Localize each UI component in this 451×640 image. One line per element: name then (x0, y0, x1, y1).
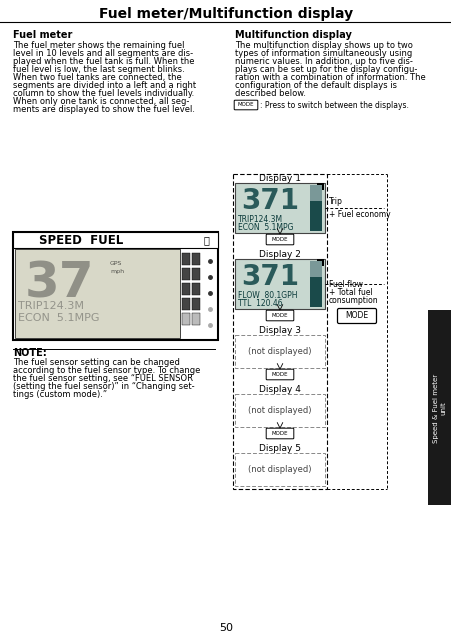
Text: 37: 37 (25, 259, 95, 307)
Bar (309, 277, 321, 307)
Text: configuration of the default displays is: configuration of the default displays is (235, 81, 396, 90)
Text: MODE: MODE (271, 313, 288, 318)
Text: ECON  5.1MPG: ECON 5.1MPG (18, 313, 99, 323)
Bar (235, 394, 324, 427)
Text: (not displayed): (not displayed) (248, 406, 311, 415)
Text: column to show the fuel levels individually.: column to show the fuel levels individua… (13, 89, 194, 98)
Text: described below.: described below. (235, 89, 305, 98)
Bar (309, 201, 321, 231)
Text: ⛽: ⛽ (202, 235, 208, 245)
Text: mph: mph (110, 269, 124, 274)
Text: The fuel sensor setting can be changed: The fuel sensor setting can be changed (13, 358, 179, 367)
Bar (309, 185, 321, 231)
Bar (192, 268, 199, 280)
Bar (316, 183, 323, 190)
Bar (235, 335, 324, 368)
Text: 50: 50 (219, 623, 232, 633)
Bar (182, 313, 189, 325)
Text: Display 5: Display 5 (258, 444, 300, 453)
Text: + Total fuel: + Total fuel (328, 288, 372, 297)
Text: Display 1: Display 1 (258, 174, 300, 183)
Text: Display 2: Display 2 (258, 250, 300, 259)
FancyBboxPatch shape (234, 100, 257, 110)
Bar (235, 259, 324, 309)
Text: (setting the fuel sensor)” in “Changing set-: (setting the fuel sensor)” in “Changing … (13, 382, 194, 391)
Bar (235, 183, 324, 233)
Text: according to the fuel sensor type. To change: according to the fuel sensor type. To ch… (13, 366, 200, 375)
Bar (232, 174, 326, 489)
Text: MODE: MODE (271, 431, 288, 436)
FancyBboxPatch shape (266, 234, 293, 244)
Text: TTL  120.46: TTL 120.46 (238, 299, 282, 308)
FancyBboxPatch shape (266, 428, 293, 439)
Text: Fuel meter/Multifunction display: Fuel meter/Multifunction display (99, 7, 352, 21)
Text: Multifunction display: Multifunction display (235, 30, 351, 40)
Text: TRIP124.3M: TRIP124.3M (18, 301, 84, 311)
Text: NOTE:: NOTE: (13, 348, 46, 358)
Text: GPS: GPS (110, 261, 122, 266)
Text: When only one tank is connected, all seg-: When only one tank is connected, all seg… (13, 97, 189, 106)
Text: SPEED  FUEL: SPEED FUEL (39, 234, 123, 246)
FancyBboxPatch shape (266, 369, 293, 380)
Bar (182, 298, 189, 310)
Bar (13, 232, 217, 340)
Text: level in 10 levels and all segments are dis-: level in 10 levels and all segments are … (13, 49, 193, 58)
Bar (192, 283, 199, 295)
Text: Trip: Trip (328, 197, 342, 206)
Text: Display 3: Display 3 (258, 326, 300, 335)
Text: numeric values. In addition, up to five dis-: numeric values. In addition, up to five … (235, 57, 412, 66)
Text: The multifunction display shows up to two: The multifunction display shows up to tw… (235, 41, 412, 50)
Text: + Fuel economy: + Fuel economy (328, 210, 390, 219)
Text: consumption: consumption (328, 296, 378, 305)
Text: ration with a combination of information. The: ration with a combination of information… (235, 73, 425, 82)
Bar (427, 310, 451, 505)
Text: The fuel meter shows the remaining fuel: The fuel meter shows the remaining fuel (13, 41, 184, 50)
Bar (182, 283, 189, 295)
Text: Speed & Fuel meter
unit: Speed & Fuel meter unit (433, 373, 446, 443)
Text: TRIP124.3M: TRIP124.3M (238, 215, 282, 224)
Bar (192, 298, 199, 310)
Text: MODE: MODE (271, 237, 288, 242)
Text: the fuel sensor setting, see “FUEL SENSOR: the fuel sensor setting, see “FUEL SENSO… (13, 374, 193, 383)
Text: Fuel flow: Fuel flow (328, 280, 362, 289)
Bar (316, 259, 323, 266)
Text: ECON  5.1MPG: ECON 5.1MPG (238, 223, 293, 232)
Bar (192, 313, 199, 325)
Bar (192, 253, 199, 265)
Text: types of information simultaneously using: types of information simultaneously usin… (235, 49, 411, 58)
Text: 371: 371 (240, 263, 299, 291)
Bar (15, 249, 179, 338)
Text: 371: 371 (240, 187, 299, 215)
Bar (182, 268, 189, 280)
Text: Display 4: Display 4 (258, 385, 300, 394)
Text: MODE: MODE (237, 102, 253, 108)
Text: (not displayed): (not displayed) (248, 347, 311, 356)
FancyBboxPatch shape (337, 308, 376, 323)
Bar (13, 232, 217, 248)
Text: fuel level is low, the last segment blinks.: fuel level is low, the last segment blin… (13, 65, 184, 74)
Text: : Press to switch between the displays.: : Press to switch between the displays. (259, 100, 408, 109)
Text: ments are displayed to show the fuel level.: ments are displayed to show the fuel lev… (13, 105, 194, 114)
Text: FLOW  80.1GPH: FLOW 80.1GPH (238, 291, 297, 300)
FancyBboxPatch shape (266, 310, 293, 321)
Text: (not displayed): (not displayed) (248, 465, 311, 474)
Bar (309, 261, 321, 307)
Bar (182, 253, 189, 265)
Text: When two fuel tanks are connected, the: When two fuel tanks are connected, the (13, 73, 181, 82)
Text: tings (custom mode).”: tings (custom mode).” (13, 390, 107, 399)
Text: plays can be set up for the display configu-: plays can be set up for the display conf… (235, 65, 416, 74)
Text: played when the fuel tank is full. When the: played when the fuel tank is full. When … (13, 57, 194, 66)
Bar (235, 453, 324, 486)
Text: segments are divided into a left and a right: segments are divided into a left and a r… (13, 81, 196, 90)
Text: MODE: MODE (345, 312, 368, 321)
Text: MODE: MODE (271, 372, 288, 377)
Text: Fuel meter: Fuel meter (13, 30, 72, 40)
